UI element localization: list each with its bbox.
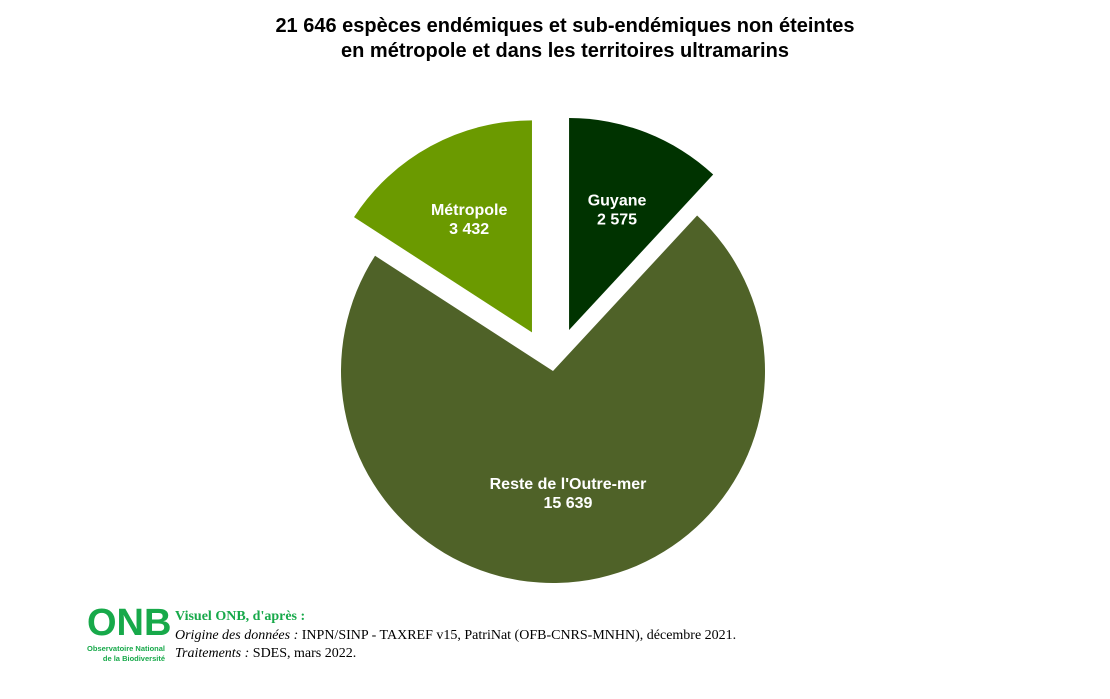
credits-lead: Visuel ONB, d'après : — [175, 609, 306, 624]
credits-origin-line: Origine des données : INPN/SINP - TAXREF… — [175, 627, 736, 646]
slice-label-reste-de-l-outre-mer: Reste de l'Outre-mer — [490, 476, 647, 493]
credits-origin-label: Origine des données : — [175, 627, 299, 643]
onb-logo-subtitle-1: Observatoire National — [87, 644, 165, 653]
slice-label-metropole: Métropole — [431, 202, 508, 219]
onb-logo-subtitle-2: de la Biodiversité — [102, 654, 165, 663]
onb-logo: ONB Observatoire National de la Biodiver… — [87, 602, 171, 668]
onb-logo-letters: ONB — [87, 602, 172, 644]
slice-value-guyane: 2 575 — [597, 212, 637, 229]
pie-slice-reste-de-l-outre-mer — [340, 215, 765, 584]
chart-title-line-2: en métropole et dans les territoires ult… — [341, 40, 789, 62]
credits-origin-text: INPN/SINP - TAXREF v15, PatriNat (OFB-CN… — [298, 627, 737, 643]
chart-title-line-1: 21 646 espèces endémiques et sub-endémiq… — [275, 15, 855, 37]
pie-slice-guyane — [569, 118, 714, 331]
slice-value-metropole: 3 432 — [449, 221, 489, 238]
slice-value-reste-de-l-outre-mer: 15 639 — [544, 495, 593, 512]
slice-label-guyane: Guyane — [588, 193, 647, 210]
credits-block: Visuel ONB, d'après : Origine des donnée… — [175, 608, 736, 664]
credits-treatment-text: SDES, mars 2022. — [249, 646, 357, 661]
credits-treatment-label: Traitements : — [175, 646, 250, 661]
credits-treatment-line: Traitements : SDES, mars 2022. — [175, 645, 736, 664]
source-footer: ONB Observatoire National de la Biodiver… — [87, 602, 987, 676]
chart-title: 21 646 espèces endémiques et sub-endémiq… — [0, 14, 1110, 64]
pie-slice-metropole — [354, 120, 532, 333]
